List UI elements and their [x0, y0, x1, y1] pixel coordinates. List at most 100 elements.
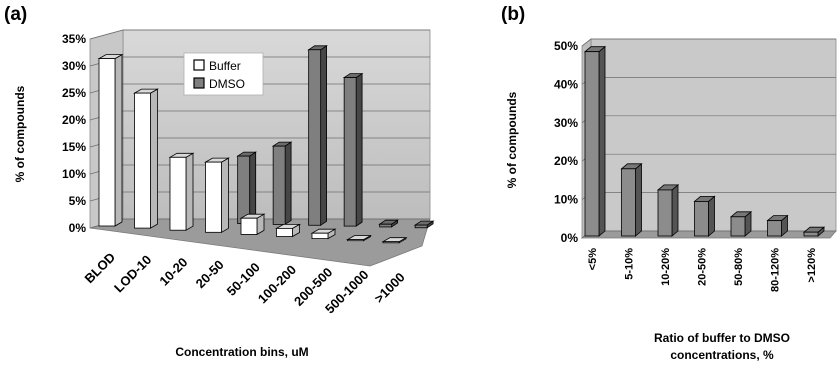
x-tick-label-b-2: 10-20%	[660, 248, 672, 286]
bar-dmso-4-front	[272, 145, 286, 225]
bar-b-1	[620, 162, 643, 237]
x-tick-label-b-6: >120%	[806, 248, 818, 283]
x-axis-title-a: Concentration bins, uM	[175, 345, 308, 359]
y-axis-title-a: % of compounds	[13, 85, 27, 182]
bar-b-5-front	[767, 220, 782, 237]
bar-b-6	[802, 226, 826, 237]
bar-buffer-6	[310, 228, 337, 240]
bar-buffer-3-front	[205, 161, 222, 233]
x-tick-label-a-3: 20-50	[193, 257, 227, 291]
bar-b-5	[766, 214, 789, 237]
bar-buffer-4	[239, 213, 266, 236]
x-axis-title-b: Ratio of buffer to DMSO concentrations, %	[654, 331, 790, 362]
bar-b-4	[729, 210, 753, 237]
x-axis-title-b-line2: concentrations, %	[670, 348, 774, 362]
x-axis-b: <5% 5-10% 10-20% 20-50% 50-80% 80-120% >120%	[587, 248, 818, 292]
gridline-b-5	[581, 38, 836, 47]
panel-label-a: (a)	[4, 4, 27, 25]
bar-dmso-4	[271, 141, 293, 226]
bar-buffer-3-side	[221, 157, 229, 233]
y-tick-label-a-6: 30%	[62, 59, 86, 73]
bar-b-1-front	[621, 168, 636, 237]
bar-dmso-7	[378, 219, 399, 228]
y-tick-label-b-3: 30%	[554, 116, 578, 130]
x-tick-label-b-4: 50-80%	[733, 248, 745, 286]
x-tick-label-b-0: <5%	[587, 248, 599, 271]
bar-dmso-8	[413, 220, 435, 229]
legend-label-dmso: DMSO	[209, 77, 245, 91]
bar-dmso-5-side	[320, 45, 328, 227]
bar-dmso-6-front	[343, 77, 357, 227]
bar-b-0	[583, 45, 607, 237]
legend-swatch-buffer	[193, 59, 205, 71]
bar-dmso-8-front	[414, 224, 428, 229]
bar-dmso-3	[236, 151, 258, 225]
bar-buffer-1-side	[150, 88, 158, 229]
legend-swatch-dmso	[193, 77, 205, 89]
bar-buffer-5	[274, 223, 302, 238]
y-tick-label-b-2: 20%	[554, 154, 578, 168]
y-tick-label-b-4: 40%	[554, 77, 578, 91]
chart-b: (b) 0% 10% 20% 30% 40% 50% <5% 5-10% 10-20% 20-5…	[501, 4, 837, 362]
bar-buffer-7-front	[347, 239, 364, 242]
bar-dmso-5	[307, 45, 328, 227]
x-tick-label-a-1: LOD-10	[111, 252, 154, 295]
bar-b-2	[656, 184, 680, 237]
y-tick-label-a-4: 20%	[62, 113, 86, 127]
x-axis-title-b-line1: Ratio of buffer to DMSO	[654, 331, 790, 345]
bar-dmso-5-front	[308, 49, 322, 226]
y-tick-label-a-7: 35%	[62, 32, 86, 46]
bar-b-3	[693, 195, 716, 237]
y-axis-a: 0% 5% 10% 15% 20% 25% 30% 35%	[62, 32, 86, 235]
bar-buffer-2-side	[185, 152, 194, 231]
bar-dmso-7-front	[379, 223, 393, 228]
bar-buffer-6-front	[311, 232, 329, 239]
x-tick-label-b-5: 80-120%	[770, 248, 782, 292]
bar-buffer-1	[132, 88, 160, 229]
y-tick-label-a-2: 10%	[62, 167, 86, 181]
bar-b-2-side	[671, 184, 679, 237]
bar-b-3-front	[694, 201, 709, 237]
bar-b-0-side	[598, 45, 606, 237]
bar-b-3-side	[708, 195, 715, 237]
bar-buffer-1-front	[134, 92, 151, 229]
y-tick-label-a-0: 0%	[69, 221, 87, 235]
legend-label-buffer: Buffer	[209, 59, 241, 73]
y-tick-label-a-3: 15%	[62, 140, 86, 154]
bar-dmso-4-side	[284, 141, 292, 226]
y-axis-title-b: % of compounds	[505, 91, 519, 188]
x-tick-label-a-2: 10-20	[156, 255, 190, 289]
y-tick-label-b-1: 10%	[554, 193, 578, 207]
bar-dmso-3-front	[237, 155, 251, 224]
bar-buffer-7	[345, 234, 373, 242]
bars-b	[583, 45, 826, 237]
bar-buffer-0	[97, 53, 124, 227]
y-tick-label-a-1: 5%	[69, 194, 87, 208]
legend-a: Buffer DMSO	[183, 52, 264, 96]
y-tick-label-b-0: 0%	[561, 231, 579, 245]
x-tick-label-a-8: >1000	[371, 270, 407, 306]
bar-buffer-8-front	[382, 241, 400, 244]
bar-buffer-8	[381, 237, 408, 244]
x-axis-title-b-text: Ratio of buffer to DMSO concentrations, %	[654, 331, 790, 362]
x-tick-label-b-3: 20-50%	[697, 248, 709, 286]
bar-b-0-front	[584, 51, 600, 237]
bar-dmso-3-side	[249, 151, 257, 225]
bar-buffer-4-front	[240, 217, 258, 235]
x-tick-label-b-1: 5-10%	[624, 248, 636, 280]
bar-buffer-2	[168, 152, 195, 231]
bar-b-6-front	[803, 231, 819, 237]
bar-dmso-6-side	[355, 72, 363, 227]
bars-a	[97, 45, 435, 244]
panel-label-b: (b)	[501, 4, 525, 25]
bar-b-2-front	[657, 189, 673, 237]
y-tick-label-a-5: 25%	[62, 86, 86, 100]
bar-b-4-front	[730, 216, 746, 237]
bar-buffer-0-side	[114, 53, 123, 227]
bar-dmso-6	[342, 72, 364, 227]
y-axis-b: 0% 10% 20% 30% 40% 50%	[554, 39, 578, 245]
x-tick-label-a-0: BLOD	[81, 250, 118, 287]
bar-b-1-side	[635, 162, 642, 237]
